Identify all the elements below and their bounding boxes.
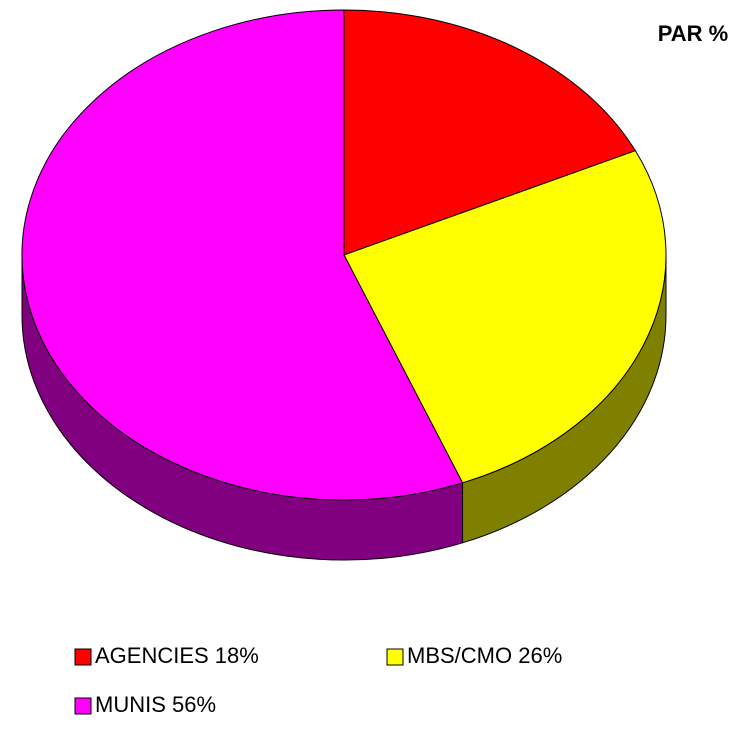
legend-label: MUNIS 56% bbox=[95, 692, 216, 717]
legend-swatch bbox=[74, 648, 92, 666]
pie-slice bbox=[343, 9, 637, 256]
legend-swatch bbox=[386, 648, 404, 666]
legend-label: MBS/CMO 26% bbox=[407, 643, 562, 668]
pie-slice bbox=[343, 150, 667, 484]
pie-slice bbox=[21, 9, 464, 501]
legend-swatch bbox=[74, 697, 92, 715]
legend-label: AGENCIES 18% bbox=[95, 643, 259, 668]
chart-title: PAR % bbox=[658, 21, 729, 46]
